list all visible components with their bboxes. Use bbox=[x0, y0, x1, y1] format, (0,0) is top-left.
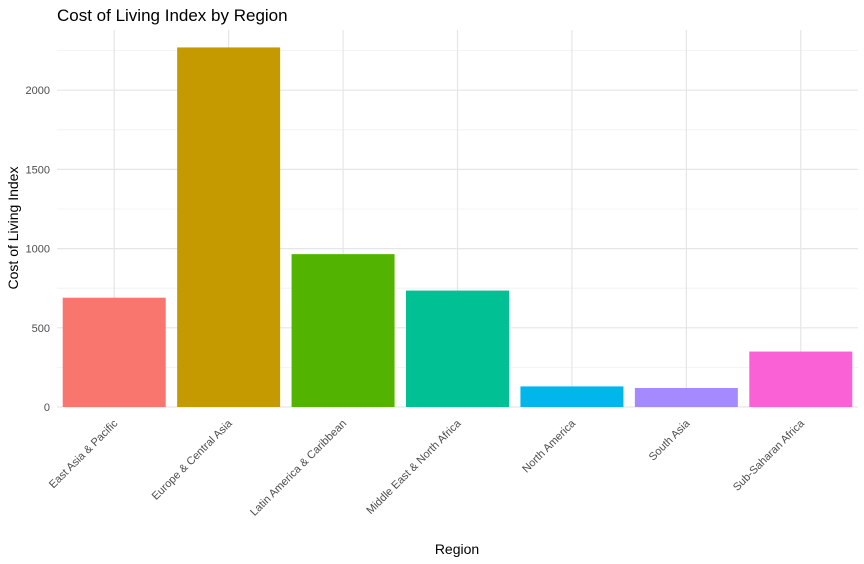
bar-sub-saharan-africa bbox=[749, 351, 853, 407]
y-axis-tick-labels: 0 500 1000 1500 2000 bbox=[26, 85, 50, 414]
bar-middle-east-north-africa bbox=[406, 290, 509, 407]
x-tick-label: North America bbox=[520, 417, 578, 475]
y-tick-label: 1500 bbox=[26, 164, 50, 176]
x-tick-label: Middle East & North Africa bbox=[364, 417, 464, 517]
y-tick-label: 2000 bbox=[26, 85, 50, 97]
chart-title: Cost of Living Index by Region bbox=[57, 6, 288, 25]
bar-latin-america-caribbean bbox=[291, 254, 395, 407]
x-axis-title: Region bbox=[435, 541, 479, 557]
x-tick-label: South Asia bbox=[647, 417, 693, 463]
x-tick-label: Sub-Saharan Africa bbox=[731, 417, 808, 494]
x-axis-tick-labels: East Asia & Pacific Europe & Central Asia… bbox=[47, 417, 808, 519]
y-axis-title: Cost of Living Index bbox=[5, 167, 21, 290]
bars bbox=[62, 47, 853, 407]
bar-north-america bbox=[520, 386, 624, 407]
x-tick-label: Latin America & Caribbean bbox=[248, 418, 349, 519]
y-tick-label: 500 bbox=[32, 323, 50, 335]
y-tick-label: 0 bbox=[44, 402, 50, 414]
bar-europe-central-asia bbox=[177, 47, 281, 407]
x-tick-label: Europe & Central Asia bbox=[150, 417, 236, 503]
y-tick-label: 1000 bbox=[26, 244, 50, 256]
bar-east-asia-pacific bbox=[62, 297, 166, 407]
x-tick-label: East Asia & Pacific bbox=[47, 417, 121, 491]
bar-south-asia bbox=[634, 387, 738, 407]
